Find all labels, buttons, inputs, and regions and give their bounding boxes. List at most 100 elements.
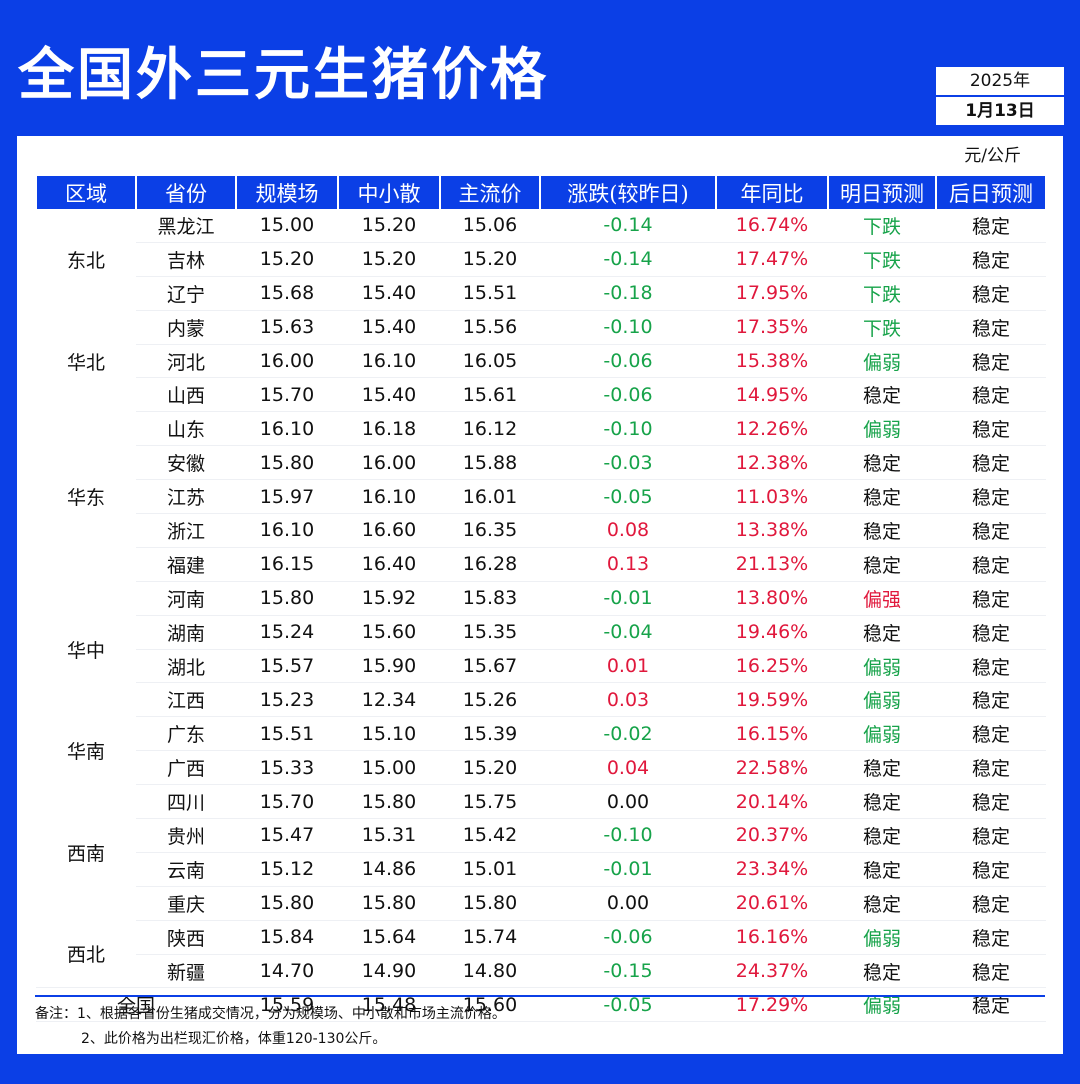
cell-yoy: 21.13% [716,547,828,582]
cell-forecast-day-after: 稳定 [936,581,1046,616]
cell-region: 华北 [66,351,105,374]
cell-forecast-day-after: 稳定 [936,377,1046,413]
cell-main-price: 16.12 [440,411,540,447]
table-row: 浙江 16.10 16.60 16.35 0.08 13.38% 稳定 稳定 [36,513,1046,548]
cell-forecast-day-after: 稳定 [936,276,1046,311]
cell-small-farm: 12.34 [338,682,440,718]
cell-change: -0.10 [540,818,716,853]
cell-forecast-tomorrow: 下跌 [828,310,936,345]
cell-small-farm: 15.40 [338,276,440,311]
table-row-national: 全国 15.59 15.48 15.60 -0.05 17.29% 偏弱 稳定 [36,987,1046,1023]
cell-main-price: 15.51 [440,276,540,311]
cell-forecast-day-after: 稳定 [936,716,1046,752]
date-badge: 2025年 1月13日 [935,66,1065,126]
cell-small-farm: 15.20 [338,242,440,277]
cell-forecast-day-after: 稳定 [936,852,1046,887]
table-body: 东北 黑龙江 15.00 15.20 15.06 -0.14 16.74% 下跌 稳定 吉林 15.… [36,209,1046,1023]
cell-forecast-day-after: 稳定 [936,344,1046,379]
cell-yoy: 20.37% [716,818,828,853]
cell-yoy: 11.03% [716,479,828,515]
cell-change: 0.04 [540,750,716,786]
cell-province: 广西 [136,750,236,786]
date-month-day: 1月13日 [965,101,1035,121]
cell-forecast-tomorrow: 稳定 [828,615,936,650]
cell-main-price: 16.05 [440,344,540,379]
cell-small-farm: 15.60 [338,615,440,650]
cell-forecast-day-after: 稳定 [936,411,1046,447]
price-table: 区域 省份 规模场 中小散 主流价 涨跌(较昨日) 年同比 明日预测 后日预测 … [35,176,1047,1023]
cell-change: -0.05 [540,987,716,1023]
cell-main-price: 15.20 [440,750,540,786]
cell-yoy: 15.38% [716,344,828,379]
cell-small-farm: 15.80 [338,784,440,820]
cell-province: 浙江 [136,513,236,548]
cell-yoy: 16.25% [716,649,828,684]
cell-small-farm: 15.10 [338,716,440,752]
cell-yoy: 24.37% [716,954,828,989]
table-row: 吉林 15.20 15.20 15.20 -0.14 17.47% 下跌 稳定 [36,242,1046,277]
cell-yoy: 17.35% [716,310,828,345]
cell-small-farm: 16.10 [338,479,440,515]
cell-change: 0.03 [540,682,716,718]
cell-change: -0.10 [540,310,716,345]
cell-small-farm: 16.10 [338,344,440,379]
table-row: 广西 15.33 15.00 15.20 0.04 22.58% 稳定 稳定 [36,750,1046,786]
page-title: 全国外三元生猪价格 [18,43,549,108]
notes: 备注：1、根据各省份生猪成交情况，分为规模场、中小散和市场主流价格。 2、此价格… [35,1002,506,1052]
date-year: 2025年 [936,67,1064,97]
cell-change: -0.15 [540,954,716,989]
cell-forecast-day-after: 稳定 [936,987,1046,1023]
note-1: 备注：1、根据各省份生猪成交情况，分为规模场、中小散和市场主流价格。 [35,1006,506,1022]
cell-yoy: 19.46% [716,615,828,650]
cell-forecast-day-after: 稳定 [936,818,1046,853]
table-row: 华中 河南 15.80 15.92 15.83 -0.01 13.80% 偏强 稳定 [36,581,1046,662]
cell-large-farm: 15.23 [236,682,338,718]
cell-change: -0.18 [540,276,716,311]
cell-forecast-tomorrow: 偏弱 [828,716,936,752]
cell-large-farm: 15.57 [236,649,338,684]
cell-small-farm: 16.00 [338,445,440,481]
cell-yoy: 14.95% [716,377,828,413]
cell-forecast-tomorrow: 稳定 [828,445,936,481]
header-small-farm: 中小散 [337,176,441,209]
cell-province: 黑龙江 [136,209,236,243]
cell-small-farm: 15.90 [338,649,440,684]
cell-province: 吉林 [136,242,236,277]
cell-main-price: 15.06 [440,209,540,243]
cell-forecast-tomorrow: 稳定 [828,886,936,921]
cell-large-farm: 15.63 [236,310,338,345]
cell-forecast-day-after: 稳定 [936,445,1046,481]
cell-yoy: 12.38% [716,445,828,481]
cell-forecast-day-after: 稳定 [936,513,1046,548]
cell-large-farm: 15.47 [236,818,338,853]
cell-change: 0.00 [540,886,716,921]
cell-forecast-tomorrow: 稳定 [828,547,936,582]
cell-forecast-tomorrow: 稳定 [828,750,936,786]
cell-forecast-tomorrow: 偏弱 [828,344,936,379]
table-row: 河北 16.00 16.10 16.05 -0.06 15.38% 偏弱 稳定 [36,344,1046,379]
cell-province: 湖南 [136,615,236,650]
table-row: 江苏 15.97 16.10 16.01 -0.05 11.03% 稳定 稳定 [36,479,1046,515]
cell-province: 陕西 [136,920,236,955]
cell-large-farm: 15.33 [236,750,338,786]
content-panel: 元/公斤 区域 省份 规模场 中小散 主流价 涨跌(较昨日) 年同比 明日预测 … [17,136,1063,1054]
cell-main-price: 15.35 [440,615,540,650]
header-yoy: 年同比 [715,176,829,209]
cell-main-price: 15.39 [440,716,540,752]
cell-large-farm: 14.70 [236,954,338,989]
cell-large-farm: 16.10 [236,411,338,447]
table-row: 辽宁 15.68 15.40 15.51 -0.18 17.95% 下跌 稳定 [36,276,1046,311]
header-large-farm: 规模场 [235,176,339,209]
cell-small-farm: 15.64 [338,920,440,955]
cell-main-price: 15.83 [440,581,540,616]
cell-province: 云南 [136,852,236,887]
cell-forecast-tomorrow: 稳定 [828,818,936,853]
cell-province: 河北 [136,344,236,379]
cell-forecast-tomorrow: 稳定 [828,954,936,989]
cell-forecast-day-after: 稳定 [936,615,1046,650]
cell-main-price: 16.35 [440,513,540,548]
cell-yoy: 13.38% [716,513,828,548]
cell-small-farm: 15.92 [338,581,440,616]
cell-small-farm: 15.80 [338,886,440,921]
cell-main-price: 15.20 [440,242,540,277]
